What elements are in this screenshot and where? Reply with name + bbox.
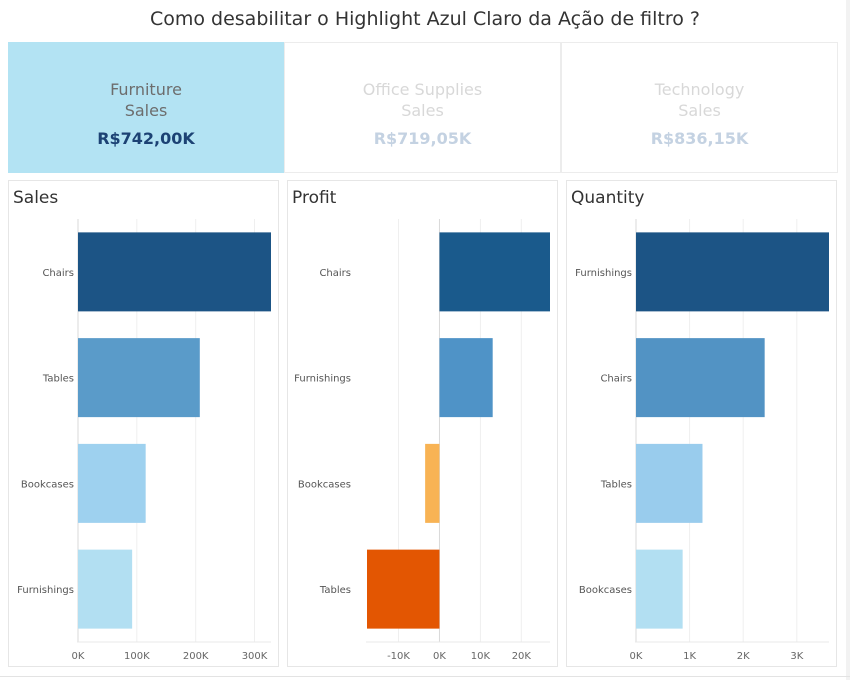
quantity-chart-panel: Quantity 0K 1K 2K 3K Furnishings Chairs Tables… xyxy=(566,180,837,667)
category-label: Bookcases xyxy=(21,479,74,490)
dashboard-title: Como desabilitar o Highlight Azul Claro … xyxy=(149,8,701,30)
x-tick-label: 0K xyxy=(433,651,446,662)
chart-title: Profit xyxy=(292,188,337,208)
divider xyxy=(0,676,850,677)
kpi-technology[interactable]: Technology Sales R$836,15K xyxy=(561,42,838,173)
category-label: Furnishings xyxy=(294,374,351,385)
category-label: Tables xyxy=(319,585,351,596)
bar-chairs[interactable] xyxy=(78,232,271,312)
category-label: Chairs xyxy=(319,268,351,279)
bar-tables[interactable] xyxy=(636,443,703,523)
bar-bookcases[interactable] xyxy=(78,443,146,523)
quantity-chart: 0K 1K 2K 3K Furnishings Chairs Tables Bookcases xyxy=(575,219,829,662)
x-tick-label: 0K xyxy=(630,651,643,662)
x-tick-label: 2K xyxy=(737,651,750,662)
bar-furnishings[interactable] xyxy=(439,338,493,418)
category-label: Tables xyxy=(600,479,632,490)
category-label: Chairs xyxy=(42,268,74,279)
category-label: Bookcases xyxy=(579,585,632,596)
kpi-value: R$742,00K xyxy=(97,129,195,148)
category-label: Furnishings xyxy=(575,268,632,279)
category-label: Tables xyxy=(42,374,74,385)
category-label: Furnishings xyxy=(17,585,74,596)
kpi-label: Furniture Sales xyxy=(110,80,182,120)
bar-tables[interactable] xyxy=(78,338,200,418)
bar-tables[interactable] xyxy=(367,549,440,629)
x-tick-label: 100K xyxy=(124,651,150,662)
x-tick-label: -10K xyxy=(387,651,410,662)
kpi-office-supplies[interactable]: Office Supplies Sales R$719,05K xyxy=(284,42,561,173)
chart-title: Sales xyxy=(13,188,59,208)
x-tick-label: 300K xyxy=(242,651,268,662)
profit-chart: -10K 0K 10K 20K Chairs Furnishings Bookcases Ta… xyxy=(294,219,550,662)
x-tick-label: 3K xyxy=(790,651,803,662)
x-tick-label: 0K xyxy=(72,651,85,662)
sales-chart-panel: Sales 0K 100K 200K 300K Chairs Tables Bookcase… xyxy=(8,180,279,667)
sales-chart: 0K 100K 200K 300K Chairs Tables Bookcases Furni… xyxy=(17,219,271,662)
x-tick-label: 200K xyxy=(183,651,209,662)
kpi-value: R$836,15K xyxy=(650,129,749,148)
x-tick-label: 10K xyxy=(471,651,491,662)
scrollbar-track[interactable] xyxy=(846,0,850,680)
kpi-value: R$719,05K xyxy=(373,129,472,148)
x-tick-label: 20K xyxy=(512,651,532,662)
kpi-row: Furniture Sales R$742,00K Office Supplie… xyxy=(8,42,838,173)
profit-chart-panel: Profit -10K 0K 10K 20K Chairs Furnishings Book… xyxy=(287,180,558,667)
category-label: Bookcases xyxy=(298,479,351,490)
category-label: Chairs xyxy=(600,374,632,385)
chart-title: Quantity xyxy=(571,188,645,208)
bar-furnishings[interactable] xyxy=(78,549,133,629)
bar-bookcases[interactable] xyxy=(425,443,440,523)
kpi-furniture[interactable]: Furniture Sales R$742,00K xyxy=(8,42,284,173)
bar-chairs[interactable] xyxy=(636,338,765,418)
x-tick-label: 1K xyxy=(683,651,696,662)
kpi-label: Office Supplies Sales xyxy=(362,80,483,120)
bar-chairs[interactable] xyxy=(439,232,550,312)
kpi-label: Technology Sales xyxy=(654,80,745,120)
bar-furnishings[interactable] xyxy=(636,232,829,312)
bar-bookcases[interactable] xyxy=(636,549,683,629)
